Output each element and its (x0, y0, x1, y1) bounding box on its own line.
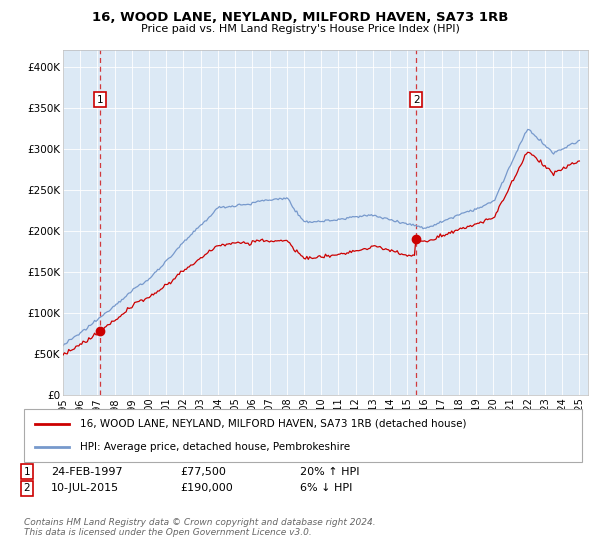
Text: £77,500: £77,500 (180, 466, 226, 477)
FancyBboxPatch shape (24, 409, 582, 462)
Text: 24-FEB-1997: 24-FEB-1997 (51, 466, 122, 477)
Text: 20% ↑ HPI: 20% ↑ HPI (300, 466, 359, 477)
Text: Price paid vs. HM Land Registry's House Price Index (HPI): Price paid vs. HM Land Registry's House … (140, 24, 460, 34)
Text: 1: 1 (23, 466, 31, 477)
Text: Contains HM Land Registry data © Crown copyright and database right 2024.
This d: Contains HM Land Registry data © Crown c… (24, 518, 376, 538)
Text: 2: 2 (413, 95, 419, 105)
Text: 2: 2 (23, 483, 31, 493)
Text: £190,000: £190,000 (180, 483, 233, 493)
Text: 16, WOOD LANE, NEYLAND, MILFORD HAVEN, SA73 1RB: 16, WOOD LANE, NEYLAND, MILFORD HAVEN, S… (92, 11, 508, 24)
Text: 6% ↓ HPI: 6% ↓ HPI (300, 483, 352, 493)
Text: 16, WOOD LANE, NEYLAND, MILFORD HAVEN, SA73 1RB (detached house): 16, WOOD LANE, NEYLAND, MILFORD HAVEN, S… (80, 419, 466, 429)
Text: 10-JUL-2015: 10-JUL-2015 (51, 483, 119, 493)
Text: 1: 1 (97, 95, 103, 105)
Text: HPI: Average price, detached house, Pembrokeshire: HPI: Average price, detached house, Pemb… (80, 442, 350, 452)
